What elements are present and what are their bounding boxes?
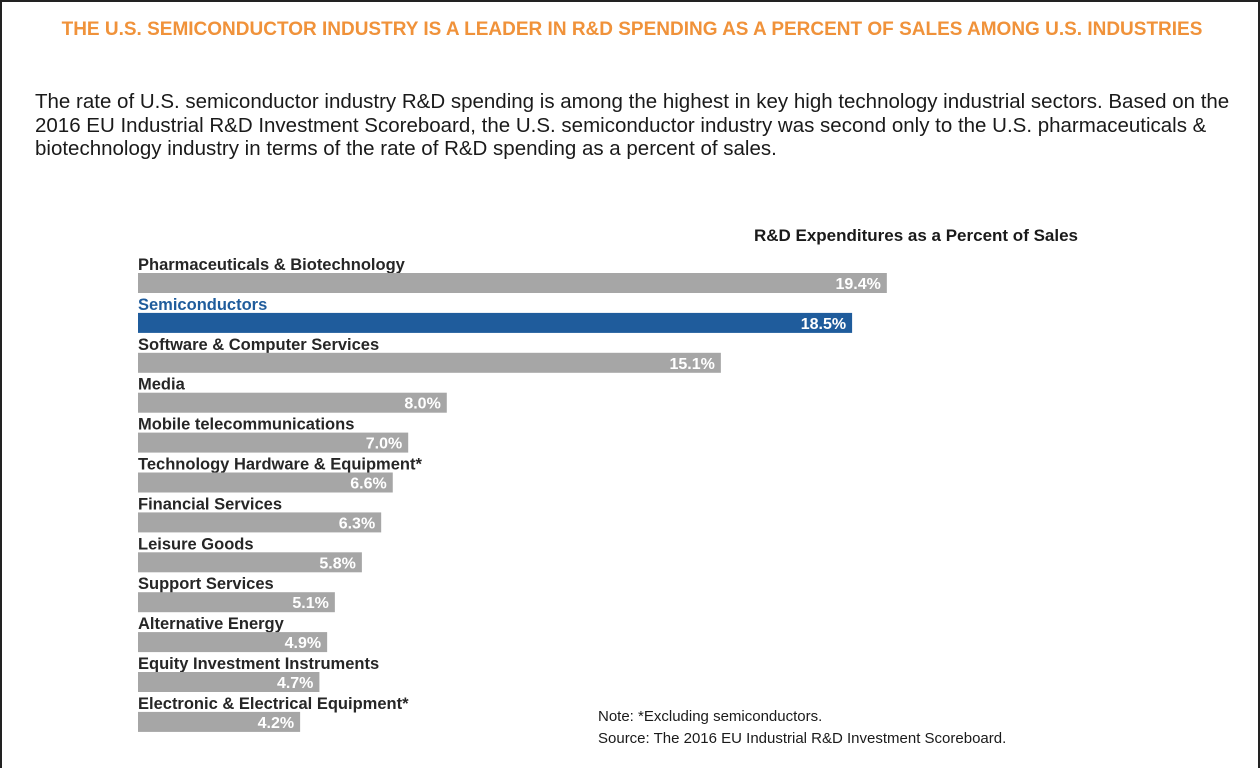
category-label: Pharmaceuticals & Biotechnology [138,256,406,274]
value-label: 8.0% [404,396,440,413]
bar [138,312,853,333]
value-label: 18.5% [801,316,846,333]
heading: THE U.S. SEMICONDUCTOR INDUSTRY IS A LEA… [61,19,1203,40]
bar [138,273,887,293]
value-label: 4.9% [285,635,321,652]
category-label: Financial Services [138,495,282,513]
bar [138,352,721,373]
bar [138,711,301,732]
value-label: 6.6% [350,476,386,493]
paragraph: The rate of U.S. semiconductor industry … [35,90,1230,160]
value-label: 15.1% [669,356,714,373]
value-label: 5.1% [292,595,328,612]
value-label: 7.0% [366,436,402,453]
bar [138,472,393,493]
chart-title: R&D Expenditures as a Percent of Sales [754,226,1078,245]
bar [138,552,362,573]
value-label: 5.8% [319,555,355,572]
category-label: Leisure Goods [138,535,254,553]
bar [138,672,320,692]
value-label: 4.7% [277,675,313,692]
category-label: Technology Hardware & Equipment* [138,456,422,474]
category-label: Electronic & Electrical Equipment* [138,695,409,713]
category-label: Semiconductors [138,296,267,314]
value-label: 4.2% [258,715,294,732]
category-label: Equity Investment Instruments [138,655,379,673]
bar [138,512,382,533]
category-label: Support Services [138,575,274,593]
bar [138,592,335,613]
value-label: 19.4% [835,276,880,293]
category-label: Software & Computer Services [138,336,379,354]
note: Note: *Excluding semiconductors. [598,708,822,725]
category-label: Alternative Energy [138,615,285,633]
category-label: Media [138,376,186,394]
source: Source: The 2016 EU Industrial R&D Inves… [598,730,1006,747]
bar [138,432,409,453]
value-label: 6.3% [339,515,375,532]
bar [138,392,447,413]
category-label: Mobile telecommunications [138,416,354,434]
bar [138,632,328,653]
